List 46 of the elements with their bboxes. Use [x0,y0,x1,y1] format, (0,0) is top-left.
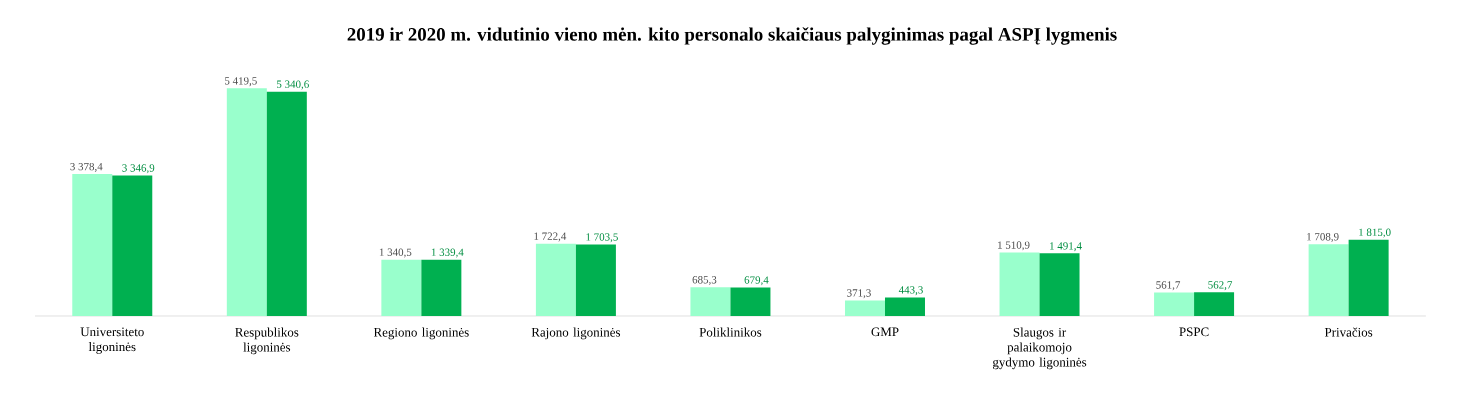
bar [535,243,576,316]
data-label: 3 378,4 [70,162,103,172]
data-label: 5 340,6 [277,80,309,90]
bar [1348,239,1389,316]
data-label: 443,3 [898,286,923,296]
data-label: 679,4 [744,276,769,286]
x-tick-label: PSPC [1179,327,1209,337]
data-label: 371,3 [847,289,871,299]
x-tick-label: GMP [871,327,899,337]
data-label: 3 346,9 [122,164,155,174]
data-label: 1 510,9 [998,241,1030,251]
bar [730,287,771,316]
bar [421,259,462,316]
data-label: 562,7 [1208,281,1233,291]
x-tick-label: Slaugos ir palaikomojo gydymo ligoninės [992,327,1087,370]
x-tick-label: Regiono ligoninės [373,327,469,340]
x-tick-label: Privačios [1324,327,1373,337]
data-label: 685,3 [692,276,717,286]
data-label: 561,7 [1156,281,1181,291]
data-label: 1 703,5 [586,233,618,243]
bar [690,287,731,316]
bar [266,91,307,316]
bar [72,174,113,316]
data-label: 5 419,5 [225,77,257,87]
data-label: 1 339,4 [431,248,464,258]
bar [884,297,925,316]
bar [844,300,885,316]
bar [575,244,616,316]
data-label: 1 340,5 [379,248,412,258]
data-label: 1 722,4 [534,232,567,242]
bar [1308,244,1349,316]
data-label: 1 708,9 [1307,233,1339,243]
chart-title: 2019 ir 2020 m. vidutinio vieno mėn. kito personalo skaičiaus palyginimas pagal ASPĮ lygmenis [347,27,1117,45]
x-tick-label: Respublikos ligoninės [235,327,299,355]
x-tick-label: Rajono ligoninės [531,327,621,340]
x-tick-label: Universiteto ligoninės [80,327,144,354]
bar [999,252,1040,316]
bar [1039,253,1080,316]
bar [1154,292,1195,316]
bar [112,175,153,316]
x-tick-label: Poliklinikos [699,327,762,337]
bar [226,88,267,316]
data-label: 1 491,4 [1050,242,1082,252]
bar [381,259,422,316]
data-label: 1 815,0 [1359,228,1391,238]
bar [1194,292,1235,316]
